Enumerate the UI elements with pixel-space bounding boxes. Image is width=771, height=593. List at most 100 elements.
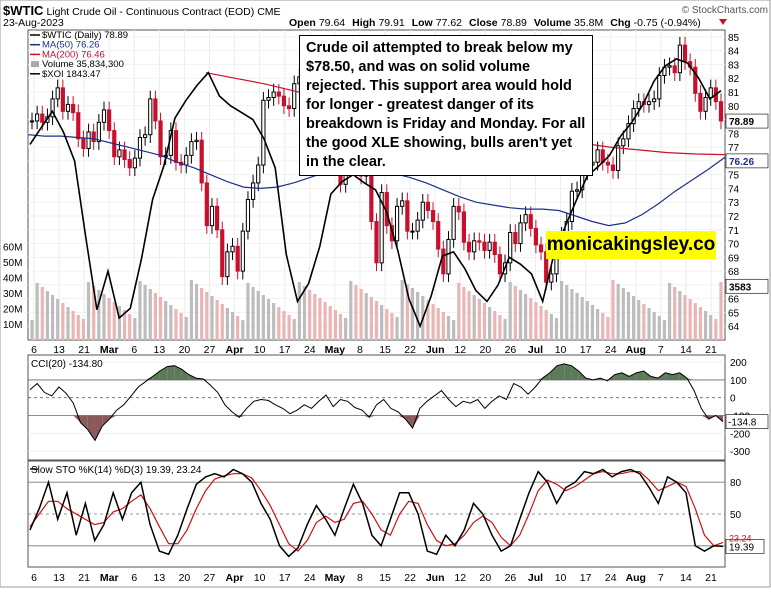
symbol: $WTIC: [3, 3, 44, 18]
cci-overbought-fill: [621, 372, 630, 380]
y-tick-label: 78: [728, 129, 740, 140]
volume-bar: [210, 296, 214, 340]
x-tick-label: 27: [204, 344, 216, 356]
x-tick-label: 7: [658, 344, 664, 356]
volume-bar: [385, 309, 389, 340]
candle-body: [379, 192, 384, 264]
source-label: © StockCharts.com: [682, 5, 768, 16]
volume-bar: [477, 299, 481, 340]
volume-bar: [205, 292, 209, 340]
volume-bar: [169, 305, 173, 340]
volume-bar: [410, 288, 415, 340]
x-tick-label-bottom: 22: [404, 572, 416, 584]
volume-bar: [179, 313, 183, 340]
volume-bar: [220, 304, 224, 340]
volume-bar: [133, 318, 137, 340]
sto-d-last-label: 23.24: [729, 533, 752, 543]
candle-body: [50, 98, 55, 118]
volume-bar: [554, 318, 559, 340]
candle-body: [394, 205, 400, 242]
x-tick-label-bottom: 20: [479, 572, 491, 584]
candle-body: [194, 139, 199, 143]
candle-body: [286, 105, 292, 110]
volume-bar: [657, 316, 661, 340]
y-tick-label: 68: [728, 267, 740, 278]
x-tick-label-bottom: May: [325, 572, 346, 584]
x-tick-label: 20: [479, 344, 491, 356]
volume-bar: [138, 281, 142, 340]
candle-body: [461, 211, 467, 243]
volume-bar: [678, 291, 682, 340]
candle-body: [466, 241, 472, 253]
volume-bar: [539, 306, 543, 340]
x-tick-label-bottom: 24: [304, 572, 316, 584]
volume-bar: [560, 281, 564, 340]
volume-bar: [81, 319, 86, 340]
volume-bar: [575, 293, 579, 340]
volume-bar: [534, 302, 538, 340]
x-tick-label: 20: [179, 344, 191, 356]
ohlc-label-chg: Chg: [610, 17, 630, 29]
candle-body: [117, 149, 122, 158]
cci-oversold-fill: [239, 415, 247, 418]
cci-overbought-fill: [556, 363, 565, 380]
x-tick-label-bottom: Jul: [528, 572, 543, 584]
volume-bar: [585, 301, 589, 340]
candle-body: [693, 66, 698, 94]
ohlc-value-high: 79.91: [378, 17, 404, 29]
x-tick-label-bottom: 20: [179, 572, 191, 584]
last-close-tag: 78.89: [729, 117, 754, 128]
candle-body: [199, 139, 204, 184]
volume-bar: [400, 280, 404, 340]
x-tick-label: Apr: [226, 344, 244, 356]
candle-body: [441, 248, 446, 275]
ohlc-label-volume: Volume: [534, 17, 571, 29]
candle-body: [292, 83, 297, 110]
candle-body: [508, 232, 513, 264]
volume-bar: [164, 301, 168, 340]
sto-k-line: [29, 468, 724, 558]
candle-body: [189, 141, 194, 156]
cci-last-box: [725, 414, 769, 430]
last-close-tag-box: [725, 113, 769, 129]
candle-body: [574, 189, 580, 192]
y-tick-label: 81: [728, 88, 740, 99]
x-tick-label-bottom: 27: [204, 572, 216, 584]
x-tick-label-bottom: 21: [78, 572, 90, 584]
volume-bar: [405, 284, 409, 340]
y-tick-label: 71: [728, 226, 740, 237]
candle-body: [703, 97, 708, 112]
volume-bar: [30, 320, 34, 340]
x-tick-label: 22: [404, 344, 416, 356]
ohlc-label-open: Open: [289, 17, 316, 29]
ohlc-value-chg: -0.75 (-0.94%): [634, 17, 701, 29]
legend-swatch-volume: [31, 61, 39, 68]
candle-body: [204, 182, 209, 227]
candle-body: [636, 101, 641, 110]
candle-body: [405, 200, 410, 232]
volume-bar: [158, 297, 163, 340]
x-tick-label-bottom: 26: [505, 572, 517, 584]
cci-oversold-fill: [412, 415, 420, 428]
y-tick-label: 84: [728, 47, 740, 58]
volume-bar: [611, 280, 615, 340]
cci-overbought-fill: [152, 371, 160, 380]
x-tick-label: 17: [279, 344, 291, 356]
candle-body: [230, 245, 235, 253]
x-tick-label-bottom: 17: [580, 572, 592, 584]
volume-bar: [251, 287, 255, 340]
volume-tick-label: 40M: [3, 274, 22, 285]
cci-overbought-fill: [636, 371, 644, 380]
volume-bar: [703, 311, 708, 340]
candle-body: [420, 201, 425, 221]
cci-overbought-fill: [167, 365, 175, 380]
volume-bar: [66, 307, 70, 340]
volume-bar: [416, 292, 420, 340]
volume-bar: [230, 312, 235, 340]
volume-bar: [631, 296, 636, 340]
volume-bar: [364, 293, 368, 340]
x-tick-label-bottom: 8: [357, 572, 363, 584]
sto-tick-label: 50: [730, 510, 742, 521]
candle-body: [245, 198, 251, 232]
y-tick-label: 77: [728, 143, 740, 154]
